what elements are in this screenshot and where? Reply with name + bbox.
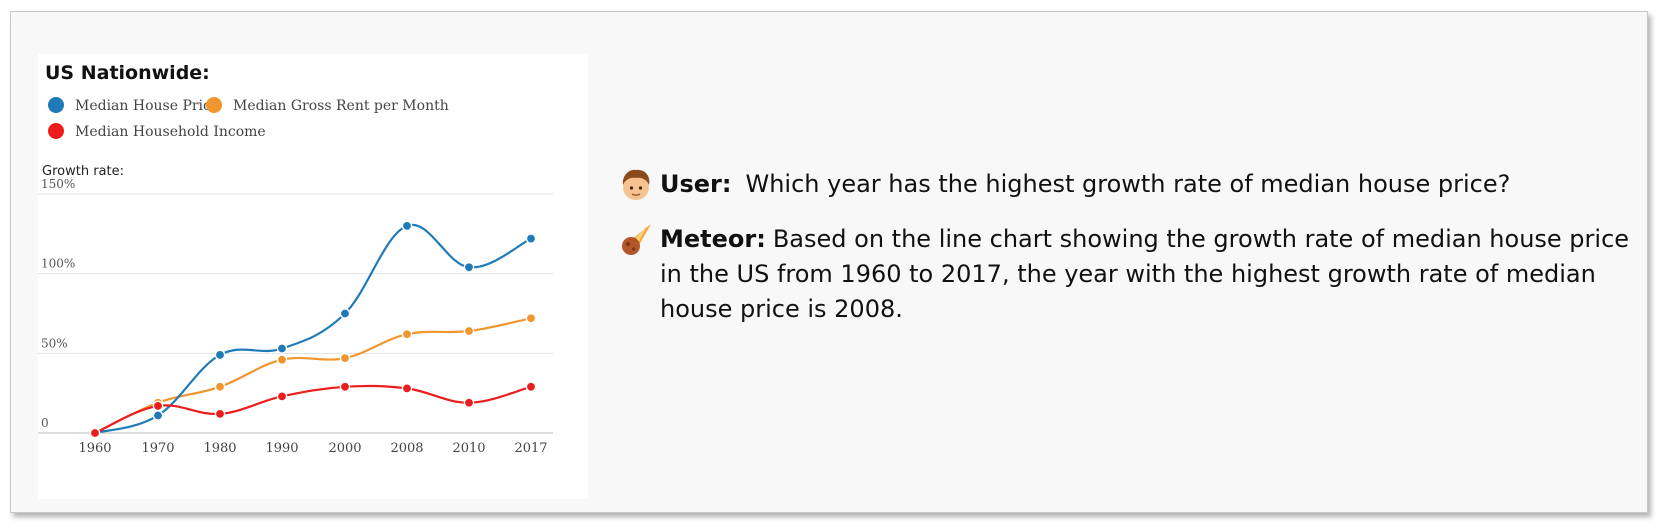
data-point: [152, 400, 164, 412]
x-tick-label: 2008: [390, 441, 423, 456]
data-point: [276, 343, 288, 354]
growth-rate-line-chart: US Nationwide: Median House Price Median …: [38, 62, 553, 456]
legend-label: Median Household Income: [75, 124, 266, 140]
y-tick-label: 100%: [41, 257, 75, 271]
data-point: [463, 325, 475, 337]
data-point: [339, 308, 351, 319]
user-message: User: Which year has the highest growth r…: [618, 167, 1638, 202]
person-avatar-icon: [622, 169, 650, 200]
data-point: [463, 261, 475, 273]
data-point: [276, 354, 288, 366]
chart-title: US Nationwide:: [45, 62, 210, 84]
chart-subtitle: Growth rate:: [42, 164, 124, 179]
series-line: [94, 223, 532, 435]
user-message-text: Which year has the highest growth rate o…: [745, 170, 1511, 198]
data-point: [401, 220, 413, 232]
y-tick-label: 0: [41, 416, 49, 430]
legend-label: Median Gross Rent per Month: [233, 98, 449, 114]
chart-series: [89, 220, 537, 439]
data-point: [525, 312, 537, 324]
data-point: [339, 381, 351, 393]
x-tick-label: 1980: [203, 441, 236, 456]
data-point: [214, 349, 226, 361]
x-tick-label: 2010: [452, 441, 485, 456]
y-tick-label: 150%: [41, 177, 75, 191]
data-point: [214, 381, 226, 393]
chart-grid: [38, 193, 553, 434]
x-tick-label: 1970: [141, 441, 174, 456]
data-point: [339, 352, 351, 364]
data-point: [276, 391, 288, 402]
x-tick-label: 2000: [328, 441, 361, 456]
y-tick-label: 50%: [41, 336, 68, 350]
legend-marker: [48, 97, 64, 113]
conversation: User: Which year has the highest growth r…: [618, 167, 1638, 327]
x-tick-label: 2017: [514, 441, 547, 456]
assistant-message: Meteor: Based on the line chart showing t…: [618, 222, 1638, 327]
legend-label: Median House Price: [75, 98, 219, 114]
assistant-message-text: Based on the line chart showing the grow…: [660, 225, 1630, 323]
figure-frame: US Nationwide: Median House Price Median …: [10, 11, 1648, 513]
data-point: [152, 410, 164, 421]
chart-legend: Median House Price Median Gross Rent per …: [48, 97, 449, 140]
chart-panel: US Nationwide: Median House Price Median …: [38, 54, 588, 499]
assistant-speaker-label: Meteor:: [660, 225, 766, 253]
data-point: [89, 427, 101, 439]
data-point: [463, 397, 475, 409]
series-median-household-income: [89, 381, 537, 439]
data-point: [401, 383, 413, 394]
user-speaker-label: User:: [660, 170, 732, 198]
y-axis-ticks: 0 50% 100% 150%: [41, 177, 75, 430]
data-point: [525, 381, 537, 393]
data-point: [214, 408, 226, 420]
legend-marker: [48, 123, 64, 139]
meteor-icon: [622, 224, 651, 255]
data-point: [401, 328, 413, 340]
x-axis-ticks: 1960 1970 1980 1990 2000 2008 2010 2017: [78, 441, 547, 456]
x-tick-label: 1960: [78, 441, 111, 456]
data-point: [525, 233, 537, 244]
series-median-house-price: [89, 220, 537, 439]
legend-marker: [206, 97, 222, 113]
x-tick-label: 1990: [265, 441, 298, 456]
